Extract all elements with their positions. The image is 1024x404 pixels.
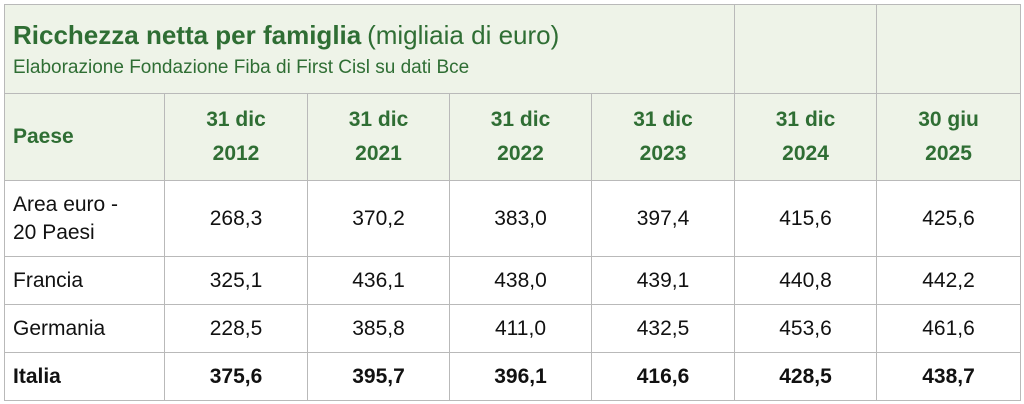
title-cell: Ricchezza netta per famiglia (migliaia d… [3,4,736,94]
title-row: Ricchezza netta per famiglia (migliaia d… [3,4,1022,94]
value-cell: 395,7 [307,352,450,401]
column-header: 31 dic 2023 [590,93,736,181]
country-cell: Germania [4,304,165,353]
value-cell: 325,1 [164,256,308,305]
column-header: 30 giu 2025 [876,93,1022,181]
value-cell: 397,4 [590,180,736,257]
column-header-text: Paese [13,125,74,148]
wealth-table: Ricchezza netta per famiglia (migliaia d… [3,4,1022,401]
column-header-text: 31 dic 2023 [633,108,693,165]
value-cell: 442,2 [876,256,1022,305]
value-cell: 428,5 [734,352,878,401]
column-header: 31 dic 2024 [734,93,878,181]
value-cell: 425,6 [876,180,1022,257]
value-cell: 432,5 [590,304,736,353]
country-name: Area euro - 20 Paesi [13,192,119,244]
value-cell: 453,6 [734,304,878,353]
title: Ricchezza netta per famiglia [13,19,362,50]
value-cell: 436,1 [307,256,450,305]
value-cell: 438,7 [876,352,1022,401]
column-header-text: 31 dic 2022 [490,108,551,165]
value-cell: 396,1 [449,352,592,401]
country-cell: Area euro - 20 Paesi [4,180,165,257]
country-name: Italia [13,364,61,388]
empty-cell [876,4,1022,94]
country-name: Germania [13,316,106,340]
empty-cell [734,4,878,94]
data-row: Germania 228,5 385,8 411,0 432,5 453,6 461,6 [4,304,1022,353]
value-cell: 415,6 [734,180,878,257]
column-header: Paese [4,93,165,181]
column-header: 31 dic 2012 [164,93,308,181]
data-row: Italia 375,6 395,7 396,1 416,6 428,5 438,7 [4,352,1022,401]
column-header: 31 dic 2021 [307,93,450,181]
column-header-text: 31 dic 2021 [348,108,409,165]
value-cell: 416,6 [590,352,736,401]
value-cell: 370,2 [307,180,450,257]
value-cell: 375,6 [164,352,308,401]
value-cell: 228,5 [164,304,308,353]
country-cell: Italia [4,352,165,401]
column-header: 31 dic 2022 [449,93,592,181]
data-row: Area euro - 20 Paesi 268,3 370,2 383,0 397,4… [4,180,1022,257]
value-cell: 411,0 [449,304,592,353]
value-cell: 385,8 [307,304,450,353]
value-cell: 440,8 [734,256,878,305]
column-header-text: 31 dic 2024 [775,108,836,165]
country-cell: Francia [4,256,165,305]
country-name: Francia [13,268,84,292]
column-header-text: 31 dic 2012 [206,108,266,165]
value-cell: 268,3 [164,180,308,257]
header-row: Paese 31 dic 2012 31 dic 2021 31 dic 2022 31… [4,93,1022,181]
value-cell: 383,0 [449,180,592,257]
value-cell: 461,6 [876,304,1022,353]
title-unit: (migliaia di euro) [367,19,560,50]
column-header-text: 30 giu 2025 [918,108,979,165]
value-cell: 438,0 [449,256,592,305]
data-row: Francia 325,1 436,1 438,0 439,1 440,8 442,2 [4,256,1022,305]
subtitle: Elaborazione Fondazione Fiba di First Ci… [13,56,470,78]
value-cell: 439,1 [590,256,736,305]
